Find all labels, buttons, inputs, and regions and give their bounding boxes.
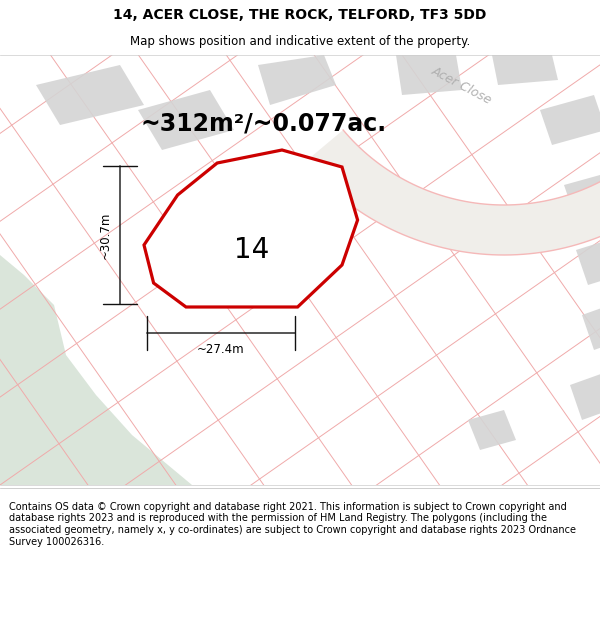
Text: ~312m²/~0.077ac.: ~312m²/~0.077ac.: [141, 111, 387, 135]
Polygon shape: [576, 235, 600, 285]
Text: Acer Close: Acer Close: [430, 64, 494, 106]
Polygon shape: [138, 90, 234, 150]
Polygon shape: [396, 55, 462, 95]
Text: Contains OS data © Crown copyright and database right 2021. This information is : Contains OS data © Crown copyright and d…: [9, 502, 576, 547]
Text: ~30.7m: ~30.7m: [99, 211, 112, 259]
Text: ~27.4m: ~27.4m: [197, 343, 245, 356]
Polygon shape: [540, 95, 600, 145]
Polygon shape: [258, 55, 336, 105]
Polygon shape: [564, 170, 600, 220]
Text: 14: 14: [235, 236, 269, 264]
Polygon shape: [492, 55, 558, 85]
Polygon shape: [305, 130, 600, 255]
Text: 14, ACER CLOSE, THE ROCK, TELFORD, TF3 5DD: 14, ACER CLOSE, THE ROCK, TELFORD, TF3 5…: [113, 8, 487, 22]
Polygon shape: [144, 150, 358, 307]
Polygon shape: [468, 410, 516, 450]
Polygon shape: [570, 370, 600, 420]
Polygon shape: [36, 65, 144, 125]
Polygon shape: [582, 300, 600, 350]
Text: Map shows position and indicative extent of the property.: Map shows position and indicative extent…: [130, 35, 470, 48]
Polygon shape: [0, 255, 192, 485]
